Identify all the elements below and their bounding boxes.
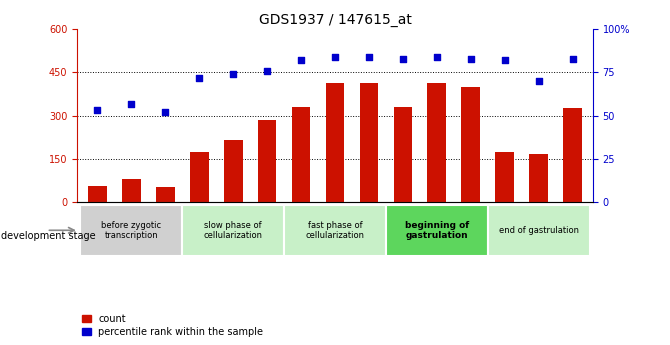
Point	[92, 108, 103, 113]
Text: slow phase of
cellularization: slow phase of cellularization	[204, 220, 263, 240]
Bar	[258, 120, 277, 202]
Bar	[495, 151, 514, 202]
Point	[533, 78, 544, 84]
Bar	[529, 155, 548, 202]
Bar	[182, 205, 284, 256]
Bar	[224, 140, 243, 202]
Point	[431, 54, 442, 60]
Point	[397, 56, 408, 61]
Bar	[386, 205, 488, 256]
Text: beginning of
gastrulation: beginning of gastrulation	[405, 220, 469, 240]
Bar	[156, 187, 175, 202]
Text: end of gastrulation: end of gastrulation	[498, 226, 579, 235]
Point	[295, 58, 306, 63]
Point	[262, 68, 273, 73]
Bar	[360, 82, 379, 202]
Bar	[284, 205, 386, 256]
Point	[499, 58, 510, 63]
Point	[330, 54, 340, 60]
Bar	[122, 179, 141, 202]
Point	[228, 71, 239, 77]
Bar	[488, 205, 590, 256]
Point	[194, 75, 204, 80]
Title: GDS1937 / 147615_at: GDS1937 / 147615_at	[259, 13, 411, 27]
Point	[126, 101, 137, 106]
Bar	[427, 82, 446, 202]
Point	[466, 56, 476, 61]
Bar	[291, 107, 310, 202]
Bar	[462, 87, 480, 202]
Legend: count, percentile rank within the sample: count, percentile rank within the sample	[82, 314, 263, 337]
Bar	[190, 151, 208, 202]
Bar	[88, 186, 107, 202]
Point	[567, 56, 578, 61]
Bar	[563, 108, 582, 202]
Point	[364, 54, 375, 60]
Bar	[80, 205, 182, 256]
Bar	[393, 107, 412, 202]
Bar	[326, 82, 344, 202]
Text: fast phase of
cellularization: fast phase of cellularization	[306, 220, 364, 240]
Text: development stage: development stage	[1, 231, 96, 241]
Text: before zygotic
transcription: before zygotic transcription	[101, 220, 161, 240]
Point	[160, 109, 171, 115]
